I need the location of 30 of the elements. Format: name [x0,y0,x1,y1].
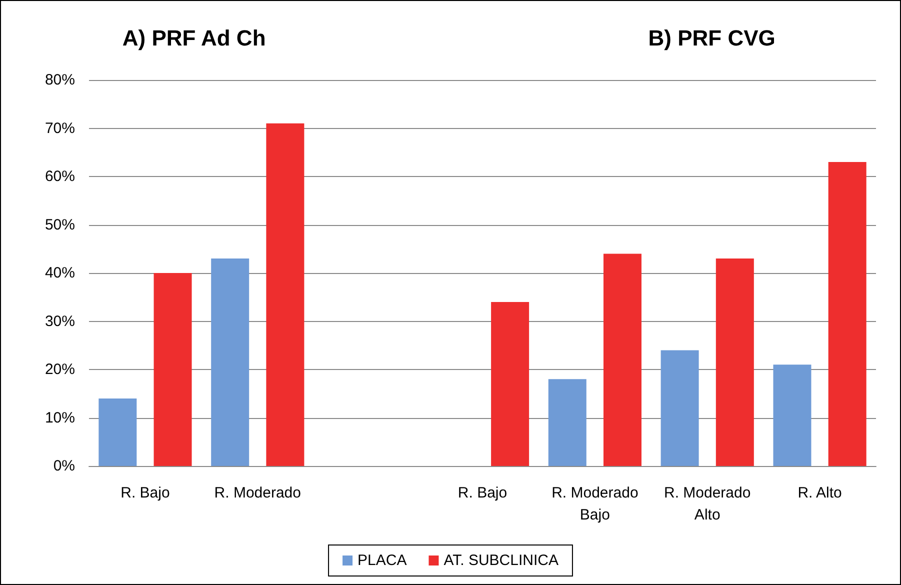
text: B) PRF CVG [648,26,776,50]
bar [773,364,812,466]
x-tick-label: R. Bajo [458,484,508,502]
y-tick-label: 50% [44,216,75,234]
bar [660,350,699,466]
x-tick-label: R. Moderado Bajo [552,484,638,524]
y-tick-label: 40% [44,264,75,282]
bar [266,123,304,466]
text: A) PRF Ad Ch [122,26,266,50]
legend-label: PLACA [358,552,407,569]
bar [603,254,642,466]
y-tick-label: 60% [44,168,75,185]
bar [716,258,754,466]
y-tick-label: 20% [44,361,75,378]
bar [154,273,192,466]
y-tick-label: 80% [44,72,75,88]
y-tick-label: 30% [44,312,75,330]
bar [211,258,250,466]
x-tick-label: R. Alto [798,484,842,502]
y-tick-label: 10% [44,409,75,426]
y-tick-label: 70% [44,120,75,137]
bar [828,162,866,466]
x-tick-label: R. Moderado [214,484,301,502]
y-tick-label: 0% [53,458,75,474]
x-tick-label: R. Moderado Alto [664,484,751,524]
legend-label: AT. SUBCLINICA [444,552,558,569]
bar [491,302,530,466]
x-tick-label: R. Bajo [120,484,170,502]
bar [548,379,586,466]
bar [98,398,137,466]
